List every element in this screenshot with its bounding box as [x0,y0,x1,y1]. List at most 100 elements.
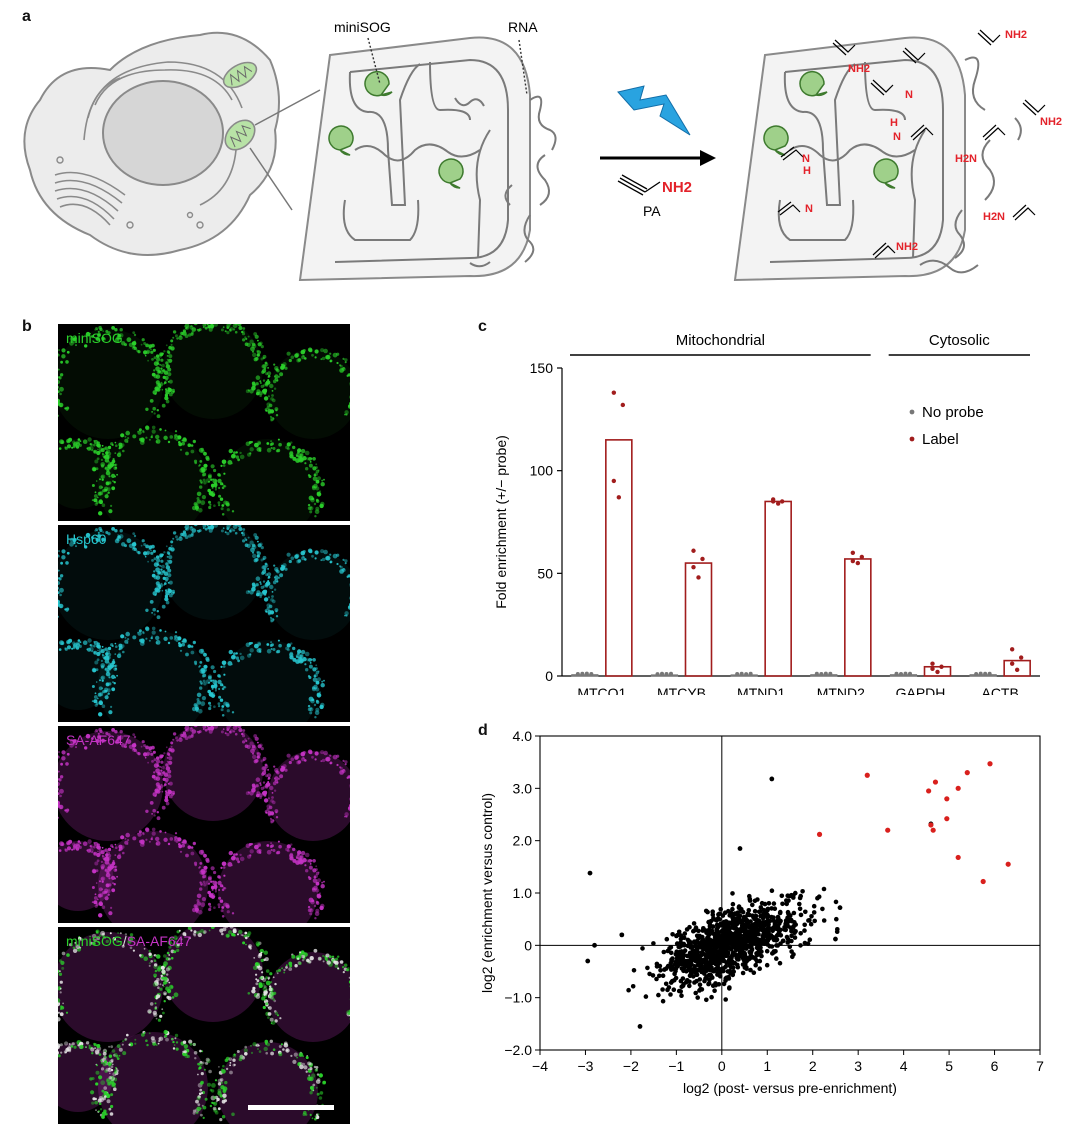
scatter-point [750,939,755,945]
speckle [315,1066,319,1069]
speckle [233,652,236,656]
speckle [126,1033,129,1037]
speckle [94,660,99,665]
speckle [101,679,104,682]
speckle [286,351,291,356]
speckle [263,985,267,989]
speckle [269,972,273,976]
speckle [100,876,106,881]
speckle [349,1014,350,1017]
speckle [222,685,226,689]
speckle [302,1112,306,1117]
speckle [95,336,101,342]
point-no-probe [584,671,589,676]
point-no-probe [908,671,912,676]
speckle [274,377,279,381]
speckle [104,1069,108,1073]
speckle [165,361,169,365]
speckle [59,392,62,396]
speckle [101,687,104,690]
speckle [208,876,212,881]
speckle [274,374,279,379]
speckle [221,932,224,936]
speckle [84,545,88,549]
speckle [132,547,135,550]
speckle [193,324,198,326]
speckle [257,741,259,744]
speckle [153,758,157,762]
speckle [314,758,317,761]
speckle [116,452,122,458]
speckle [62,1002,64,1005]
scatter-point [695,938,700,944]
speckle [278,844,282,849]
speckle [96,1064,98,1067]
y-tick-label: 3.0 [513,780,533,796]
speckle [271,442,274,446]
speckle [334,964,339,968]
speckle [192,1109,196,1113]
speckle [210,525,213,527]
speckle [153,814,156,817]
speckle [155,789,161,794]
speckle [97,330,100,333]
speckle [66,953,70,957]
speckle [126,538,132,544]
speckle [173,637,177,641]
speckle [210,464,215,469]
speckle [211,1101,214,1104]
speckle [58,352,59,356]
speckle [320,683,325,688]
speckle [106,688,111,693]
speckle [226,508,230,512]
speckle [77,840,81,843]
speckle [85,1046,87,1049]
speckle [282,563,287,568]
speckle [118,652,121,656]
speckle [303,1065,308,1070]
speckle [100,475,104,479]
pa-label: PA [643,203,661,219]
speckle [211,888,214,891]
speckle [286,753,291,758]
speckle [256,550,259,554]
speckle [58,792,60,795]
scatter-point [785,915,790,921]
speckle [202,726,207,729]
point-no-probe [899,671,903,676]
speckle [163,571,169,576]
scatter-point [802,928,807,933]
speckle [93,498,98,503]
speckle [129,946,133,950]
speckle [205,656,210,661]
speckle [218,695,222,699]
speckle [66,351,70,354]
speckle [93,841,99,847]
speckle [100,659,103,662]
speckle [315,469,320,474]
speckle [101,1115,105,1119]
speckle [232,328,236,331]
scatter-point [732,911,738,916]
scatter-point [769,914,774,920]
speckle [111,1084,115,1087]
speckle [104,849,107,852]
speckle [111,875,116,880]
speckle [104,859,107,862]
speckle [96,898,99,901]
speckle [194,1057,197,1060]
speckle [168,781,173,786]
speckle [241,734,246,738]
speckle [179,535,182,539]
speckle [251,343,257,349]
speckle [257,543,262,548]
speckle [182,839,187,845]
speckle [111,660,116,665]
speckle [102,330,105,332]
speckle [60,1005,63,1009]
scatter-point [730,901,736,907]
speckle [77,438,81,441]
speckle [267,374,271,378]
speckle [228,850,233,856]
scatter-point [688,968,694,973]
